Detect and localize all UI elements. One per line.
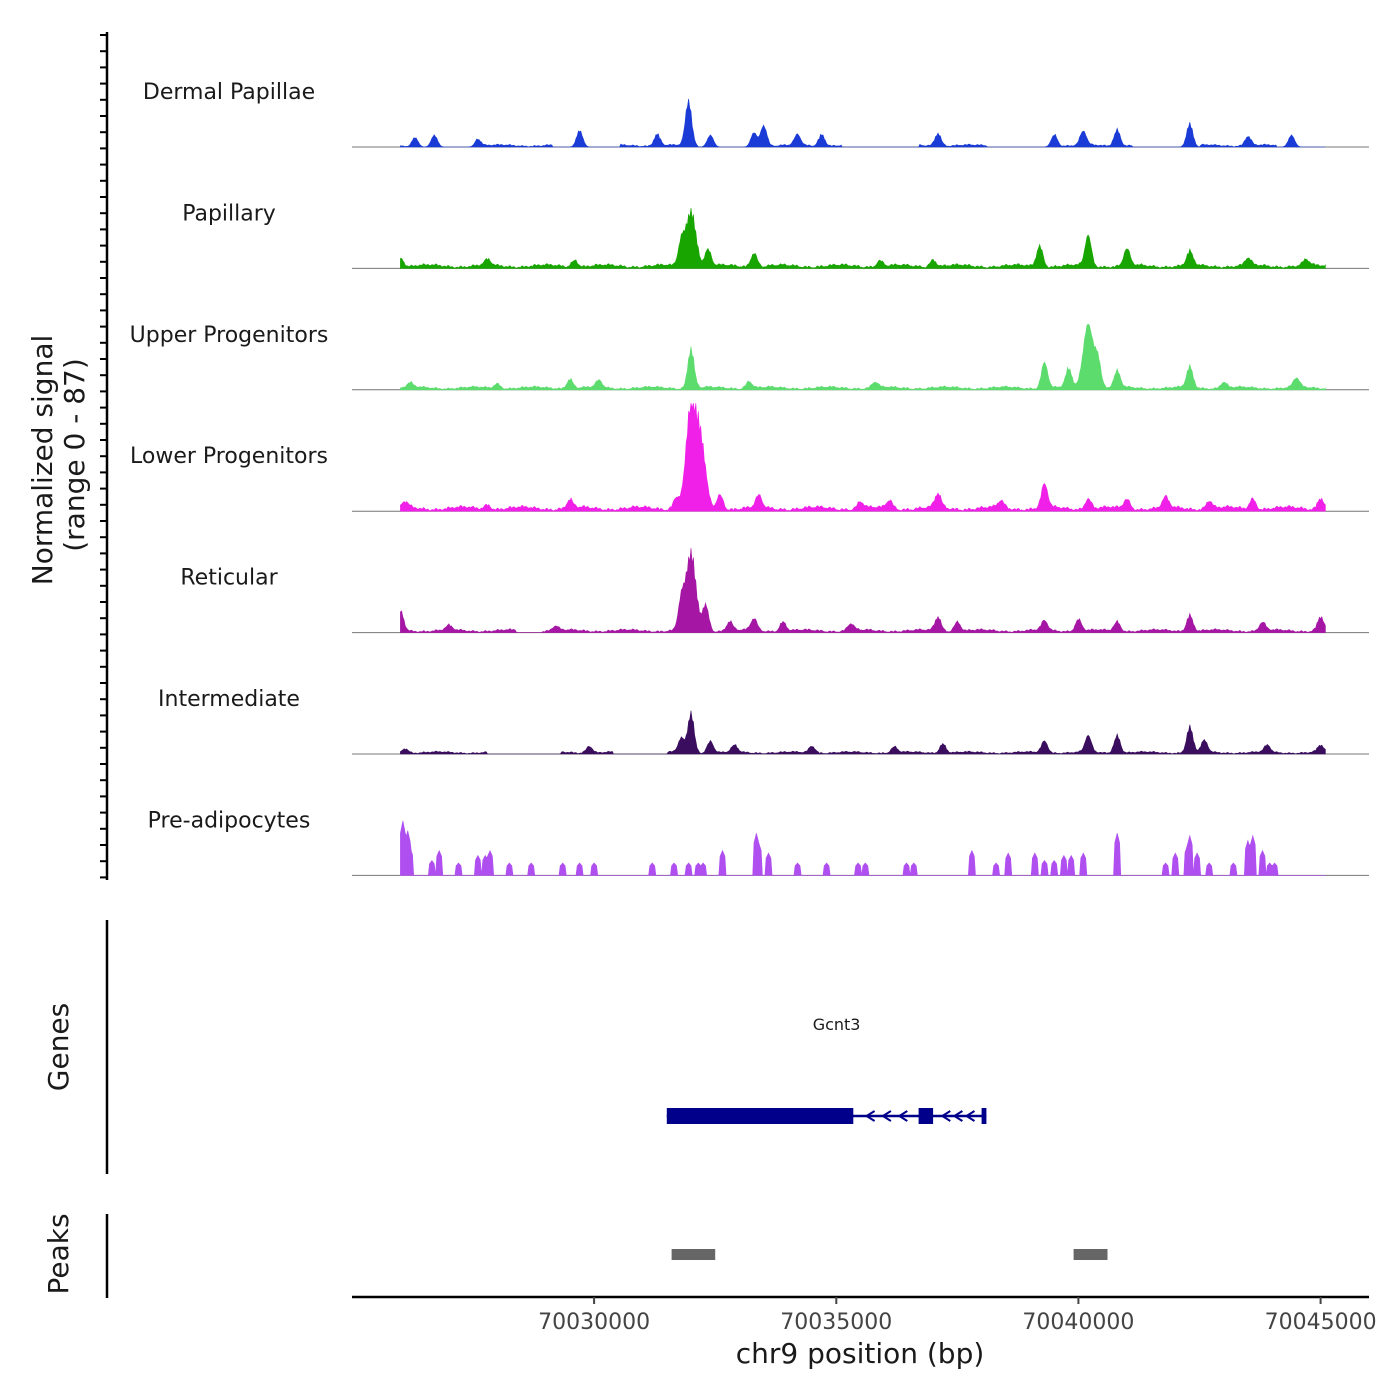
- track-reticular: Reticular: [180, 548, 1369, 634]
- track-label: Upper Progenitors: [130, 323, 329, 348]
- strand-arrow: [940, 1110, 951, 1122]
- track-signal-area: [400, 710, 1326, 755]
- peak-track: [671, 1249, 1108, 1260]
- gene-gcnt3: Gcnt3: [666, 1015, 987, 1124]
- track-signal-area: [400, 323, 1326, 391]
- track-upper-progenitors: Upper Progenitors: [130, 323, 1369, 391]
- strand-arrow: [952, 1110, 963, 1122]
- y-axis-title-line1: Normalized signal: [26, 335, 59, 586]
- track-signal-area: [400, 403, 1326, 512]
- track-signal-area: [400, 548, 1326, 633]
- signal-tracks: Dermal Papillae Papillary Upper Progenitor…: [130, 80, 1369, 876]
- x-tick-label: 70035000: [780, 1310, 892, 1335]
- strand-arrow: [964, 1110, 976, 1122]
- track-label: Pre-adipocytes: [148, 808, 311, 833]
- strand-arrow: [864, 1110, 876, 1122]
- y-axis-title-line2: (range 0 - 87): [58, 358, 91, 552]
- gene-exon: [666, 1108, 854, 1124]
- genes-axis-title: Genes: [42, 1003, 75, 1091]
- track-label: Dermal Papillae: [143, 80, 315, 105]
- peak-region: [671, 1249, 716, 1260]
- track-label: Intermediate: [158, 687, 300, 712]
- track-intermediate: Intermediate: [158, 687, 1369, 755]
- x-tick-label: 70040000: [1022, 1310, 1134, 1335]
- track-label: Papillary: [182, 201, 276, 226]
- x-axis-ticks: 70030000 70035000 70040000 70045000: [538, 1297, 1377, 1335]
- signal-axis-ticks: [100, 34, 107, 879]
- track-label: Reticular: [180, 566, 278, 591]
- x-axis-title: chr9 position (bp): [736, 1337, 985, 1370]
- gene-exon: [981, 1108, 987, 1124]
- track-pre-adipocytes: Pre-adipocytes: [148, 808, 1369, 876]
- x-tick-label: 70030000: [538, 1310, 650, 1335]
- signal-y-axis: [100, 32, 109, 880]
- gene-label: Gcnt3: [813, 1015, 861, 1034]
- x-tick-label: 70045000: [1265, 1310, 1377, 1335]
- track-signal-area: [400, 207, 1326, 269]
- track-label: Lower Progenitors: [130, 444, 328, 469]
- track-signal-area: [400, 820, 1326, 876]
- gene-track: Gcnt3: [666, 1015, 987, 1124]
- track-dermal-papillae: Dermal Papillae: [143, 80, 1369, 148]
- peaks-axis-title: Peaks: [42, 1213, 75, 1294]
- strand-arrow: [897, 1110, 908, 1122]
- peak-region: [1073, 1249, 1108, 1260]
- track-signal-area: [400, 98, 1326, 148]
- strand-arrow: [881, 1110, 892, 1122]
- track-papillary: Papillary: [182, 201, 1369, 269]
- track-lower-progenitors: Lower Progenitors: [130, 403, 1369, 512]
- gene-exon: [918, 1108, 934, 1124]
